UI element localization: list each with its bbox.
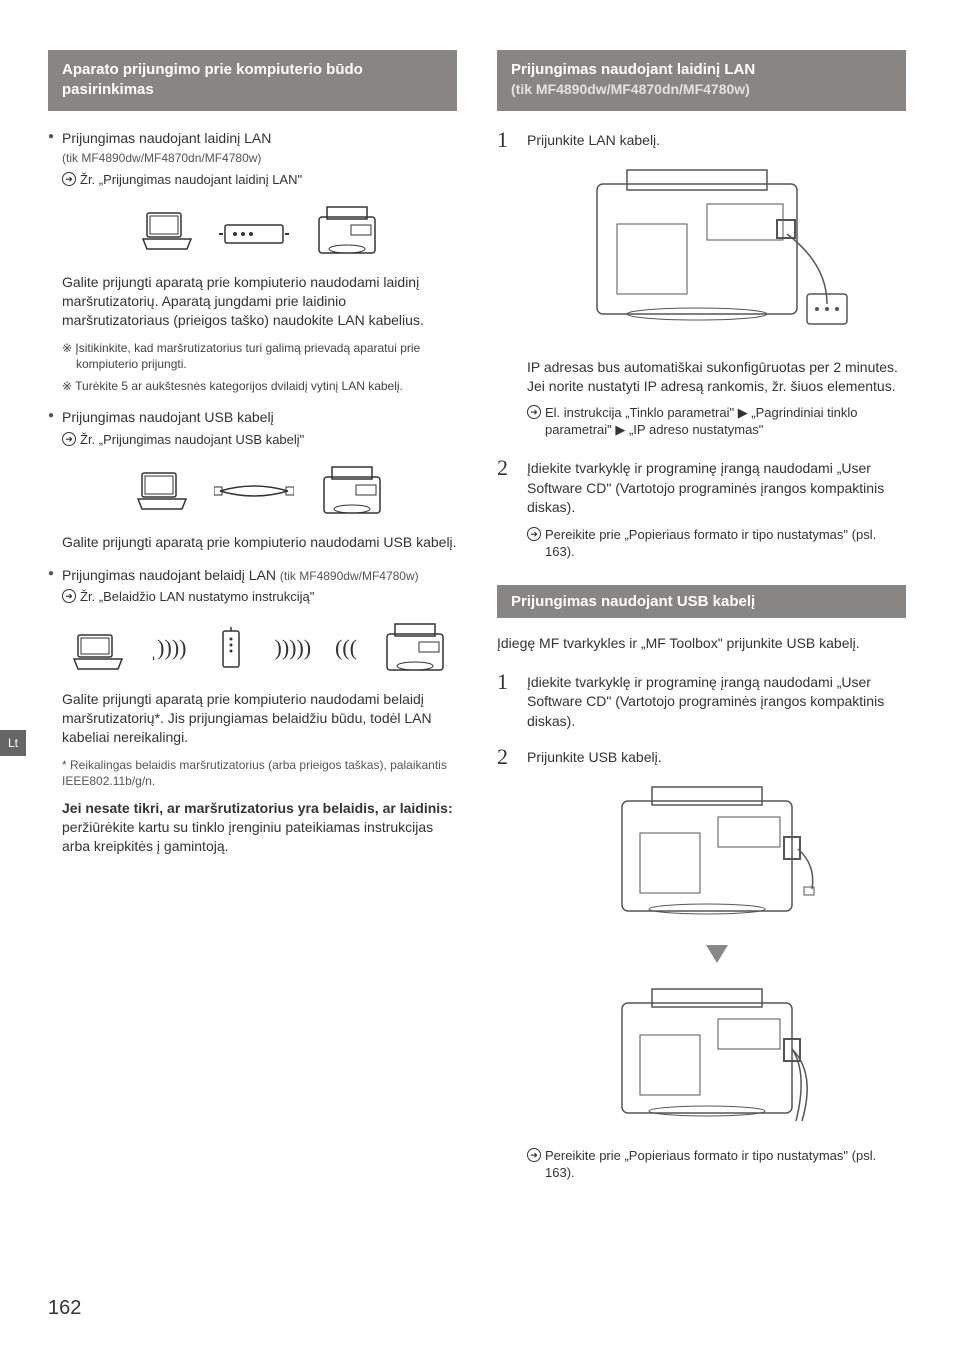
ref-text: Pereikite prie „Popieriaus formato ir ti…	[545, 526, 906, 561]
arrow-down-icon	[527, 945, 906, 969]
step-body: Prijunkite USB kabelį.	[527, 746, 906, 1182]
usb-section-header: Prijungimas naudojant USB kabelį	[497, 585, 906, 618]
wireless-title-note: (tik MF4890dw/MF4780w)	[280, 569, 419, 583]
usb-desc: Galite prijungti aparatą prie kompiuteri…	[48, 533, 457, 552]
wireless-router-icon	[211, 623, 251, 673]
right-column: Prijungimas naudojant laidinį LAN (tik M…	[497, 50, 906, 1194]
lan-step2-text: Įdiekite tvarkyklę ir programinę įrangą …	[527, 459, 906, 518]
step-number: 2	[497, 457, 515, 561]
page-content: Aparato prijungimo prie kompiuterio būdo…	[0, 0, 954, 1224]
laptop-icon	[139, 209, 195, 253]
usb-step2-text: Prijunkite USB kabelį.	[527, 748, 906, 768]
laptop-icon	[134, 469, 190, 513]
lan-header-sub: (tik MF4890dw/MF4870dn/MF4780w)	[511, 81, 750, 97]
wired-lan-note1: ※ Įsitikinkite, kad maršrutizatorius tur…	[48, 340, 457, 372]
lan-step1-text: Prijunkite LAN kabelį.	[527, 131, 906, 151]
wired-lan-note2: ※ Turėkite 5 ar aukštesnės kategorijos d…	[48, 378, 457, 394]
reference-icon: ➜	[62, 432, 76, 446]
ref-text: Pereikite prie „Popieriaus formato ir ti…	[545, 1147, 906, 1182]
lan-step2-ref: ➜ Pereikite prie „Popieriaus formato ir …	[527, 526, 906, 561]
usb-cable-icon	[214, 476, 294, 506]
unsure-body: peržiūrėkite kartu su tinklo įrenginiu p…	[48, 818, 457, 856]
lan-step-1: 1 Prijunkite LAN kabelį.	[497, 129, 906, 439]
lan-step1-desc: IP adresas bus automatiškai sukonfigūruo…	[527, 358, 906, 396]
usb-diagram	[62, 463, 457, 519]
reference-icon: ➜	[527, 1148, 541, 1162]
printer-icon	[313, 203, 381, 259]
step-number: 1	[497, 671, 515, 732]
signal-printer-icon: )))	[335, 635, 357, 661]
ref-text: Žr. „Prijungimas naudojant USB kabelį"	[80, 431, 304, 449]
step-body: Įdiekite tvarkyklę ir programinę įrangą …	[527, 457, 906, 561]
laptop-wireless-icon	[70, 623, 126, 673]
option-usb-title: Prijungimas naudojant USB kabelį	[48, 408, 457, 427]
usb-step1-text: Įdiekite tvarkyklę ir programinę įrangą …	[527, 671, 906, 732]
page-number: 162	[48, 1297, 81, 1320]
option-wired-lan-ref: ➜ Žr. „Prijungimas naudojant laidinį LAN…	[48, 171, 457, 189]
lan-connect-diagram	[527, 164, 906, 344]
usb-intro: Įdiegę MF tvarkykles ir „MF Toolbox" pri…	[497, 634, 906, 653]
option-wireless-ref: ➜ Žr. „Belaidžio LAN nustatymo instrukci…	[48, 588, 457, 606]
ref-text: Žr. „Belaidžio LAN nustatymo instrukciją…	[80, 588, 314, 606]
printer-icon	[381, 620, 449, 676]
usb-ref: ➜ Pereikite prie „Popieriaus formato ir …	[527, 1147, 906, 1182]
step-number: 1	[497, 129, 515, 439]
wireless-title-text: Prijungimas naudojant belaidį LAN	[62, 567, 276, 583]
usb-diagram-after	[527, 983, 906, 1133]
usb-step-1: 1 Įdiekite tvarkyklę ir programinę įrang…	[497, 671, 906, 732]
option-wireless-title: Prijungimas naudojant belaidį LAN (tik M…	[48, 566, 457, 585]
unsure-title: Jei nesate tikri, ar maršrutizatorius yr…	[48, 799, 457, 818]
wireless-diagram: ˌ)))) ))))) )))	[62, 620, 457, 676]
left-section-header: Aparato prijungimo prie kompiuterio būdo…	[48, 50, 457, 111]
lan-step1-ref: ➜ El. instrukcija „Tinklo parametrai" ▶ …	[527, 404, 906, 439]
language-tab: Lt	[0, 730, 26, 756]
reference-icon: ➜	[527, 527, 541, 541]
reference-icon: ➜	[527, 405, 541, 419]
option-wired-lan-note: (tik MF4890dw/MF4870dn/MF4780w)	[48, 151, 457, 165]
reference-icon: ➜	[62, 172, 76, 186]
usb-diagram-before	[527, 781, 906, 931]
option-usb-ref: ➜ Žr. „Prijungimas naudojant USB kabelį"	[48, 431, 457, 449]
wired-lan-diagram	[62, 203, 457, 259]
step-body: Prijunkite LAN kabelį. IP adresas b	[527, 129, 906, 439]
wireless-desc: Galite prijungti aparatą prie kompiuteri…	[48, 690, 457, 747]
lan-section-header: Prijungimas naudojant laidinį LAN (tik M…	[497, 50, 906, 111]
signal-left-icon: ˌ))))	[150, 635, 187, 661]
lan-header-text: Prijungimas naudojant laidinį LAN	[511, 61, 755, 78]
printer-icon	[318, 463, 386, 519]
signal-right-icon: )))))	[275, 635, 312, 661]
wireless-footnote: * Reikalingas belaidis maršrutizatorius …	[48, 757, 457, 789]
left-column: Aparato prijungimo prie kompiuterio būdo…	[48, 50, 457, 1194]
router-icon	[219, 211, 289, 251]
usb-step-2: 2 Prijunkite USB kabelį.	[497, 746, 906, 1182]
reference-icon: ➜	[62, 589, 76, 603]
option-wired-lan-title: Prijungimas naudojant laidinį LAN	[48, 129, 457, 148]
wired-lan-desc: Galite prijungti aparatą prie kompiuteri…	[48, 273, 457, 330]
ref-text: El. instrukcija „Tinklo parametrai" ▶ „P…	[545, 404, 906, 439]
step-number: 2	[497, 746, 515, 1182]
ref-text: Žr. „Prijungimas naudojant laidinį LAN"	[80, 171, 302, 189]
lan-step-2: 2 Įdiekite tvarkyklę ir programinę įrang…	[497, 457, 906, 561]
